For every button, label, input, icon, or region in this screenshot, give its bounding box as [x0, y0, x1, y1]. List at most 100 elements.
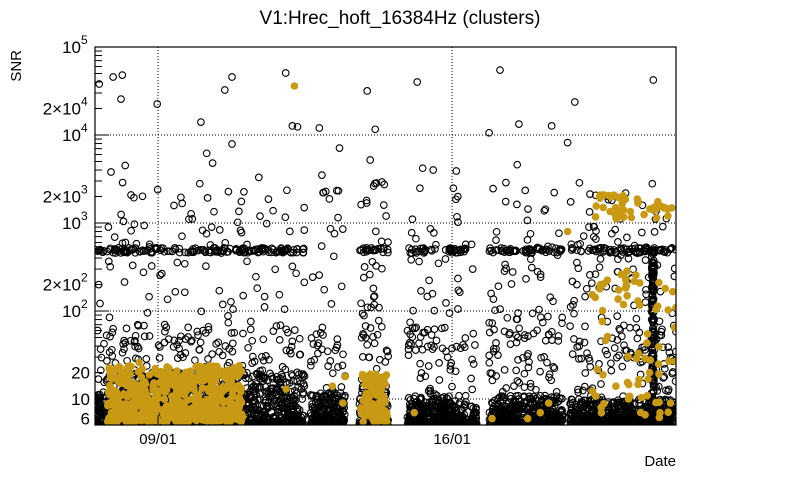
cluster-point	[178, 194, 185, 201]
cluster-point	[330, 370, 337, 377]
cluster-point	[238, 198, 245, 205]
cluster-point	[416, 258, 423, 265]
cluster-point	[364, 342, 371, 349]
cluster-point	[469, 356, 476, 363]
cluster-point	[509, 269, 516, 276]
cluster-point	[162, 328, 169, 335]
cluster-point	[533, 387, 540, 394]
cluster-point	[292, 327, 299, 334]
cluster-point	[574, 281, 581, 288]
cluster-point	[111, 234, 118, 241]
cluster-point	[514, 378, 521, 385]
cluster-point	[413, 235, 420, 242]
cluster-point	[119, 179, 126, 186]
cluster-point	[611, 345, 618, 352]
cluster-point	[222, 87, 229, 94]
cluster-point	[582, 370, 589, 377]
cluster-point	[369, 259, 376, 266]
cluster-point	[536, 306, 543, 313]
cluster-point	[443, 300, 450, 307]
grid-lines	[95, 47, 676, 425]
cluster-point	[179, 200, 186, 207]
cluster-point	[296, 335, 303, 342]
cluster-point	[576, 180, 583, 187]
selected-cluster-point	[234, 394, 242, 402]
cluster-point	[217, 227, 224, 234]
cluster-point	[358, 300, 365, 307]
selected-cluster-point	[173, 389, 181, 397]
cluster-point	[470, 361, 477, 368]
cluster-point	[225, 188, 232, 195]
cluster-point	[514, 161, 521, 168]
cluster-point	[161, 339, 168, 346]
cluster-point	[651, 229, 658, 236]
cluster-point	[179, 233, 186, 240]
selected-cluster-point	[163, 363, 171, 371]
cluster-point	[571, 310, 578, 317]
cluster-point	[619, 363, 626, 370]
cluster-point	[442, 256, 449, 263]
cluster-point	[642, 257, 649, 264]
cluster-point	[497, 67, 504, 74]
cluster-point	[146, 333, 153, 340]
cluster-point	[514, 201, 521, 208]
cluster-point	[537, 368, 544, 375]
cluster-point	[253, 273, 260, 280]
cluster-point	[370, 285, 377, 292]
cluster-point	[204, 195, 211, 202]
cluster-point	[450, 185, 457, 192]
cluster-point	[523, 276, 530, 283]
cluster-point	[154, 101, 161, 108]
selected-cluster-point	[127, 363, 135, 371]
cluster-point	[241, 189, 248, 196]
cluster-point	[148, 263, 155, 270]
cluster-point	[548, 123, 555, 130]
cluster-point	[361, 264, 368, 271]
cluster-point	[225, 313, 232, 320]
cluster-point	[503, 179, 510, 186]
cluster-point	[426, 277, 433, 284]
cluster-point	[260, 336, 267, 343]
cluster-point	[315, 350, 322, 357]
cluster-point	[255, 174, 262, 181]
cluster-point	[171, 202, 178, 209]
cluster-point	[504, 315, 511, 322]
cluster-point	[119, 72, 126, 79]
chart-title: V1:Hrec_hoft_16384Hz (clusters)	[260, 8, 541, 29]
cluster-point	[525, 206, 532, 213]
scatter-points	[91, 67, 680, 428]
cluster-point	[639, 229, 646, 236]
cluster-point	[407, 319, 414, 326]
cluster-point	[555, 338, 562, 345]
cluster-point	[328, 301, 335, 308]
cluster-point	[469, 266, 476, 273]
cluster-point	[417, 185, 424, 192]
cluster-point	[340, 226, 347, 233]
cluster-point	[196, 347, 203, 354]
cluster-point	[569, 278, 576, 285]
cluster-point	[249, 338, 256, 345]
cluster-point	[238, 229, 245, 236]
cluster-point	[567, 323, 574, 330]
cluster-point	[376, 317, 383, 324]
cluster-point	[522, 187, 529, 194]
cluster-point	[529, 310, 536, 317]
cluster-point	[408, 257, 415, 264]
cluster-point	[164, 296, 171, 303]
cluster-point	[314, 342, 321, 349]
cluster-point	[589, 280, 596, 287]
cluster-point	[229, 74, 236, 81]
cluster-point	[614, 313, 621, 320]
cluster-point	[240, 292, 247, 299]
cluster-point	[192, 357, 199, 364]
cluster-point	[502, 198, 509, 205]
cluster-point	[215, 339, 222, 346]
cluster-point	[418, 288, 425, 295]
cluster-point	[245, 345, 252, 352]
cluster-point	[516, 325, 523, 332]
cluster-point	[462, 335, 469, 342]
cluster-point	[118, 96, 125, 103]
y-axis-label: SNR	[8, 50, 25, 82]
cluster-point	[556, 230, 563, 237]
cluster-point	[123, 325, 130, 332]
